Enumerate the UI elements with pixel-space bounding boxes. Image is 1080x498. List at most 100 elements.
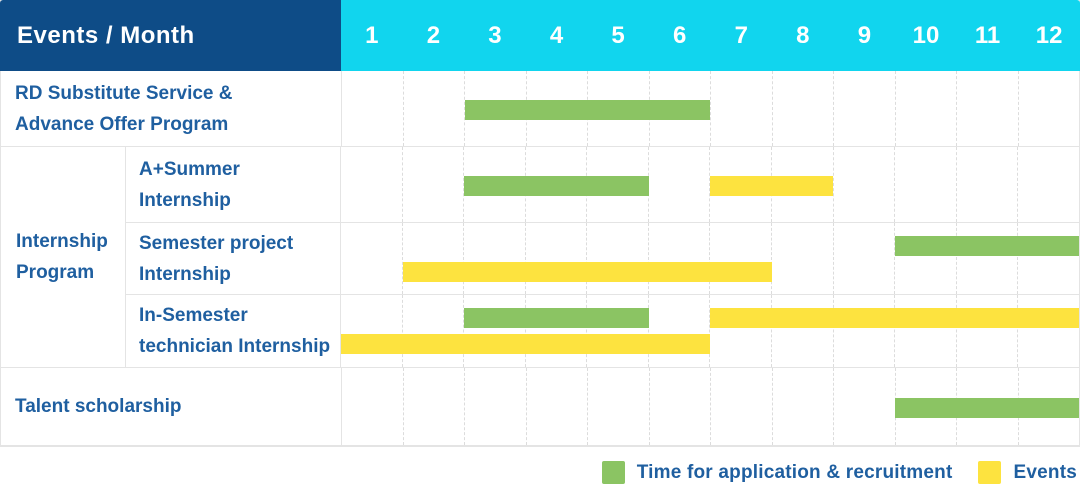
- legend-item-yellow: Events: [978, 461, 1077, 484]
- semester-project-internship-bar-green: [894, 235, 1079, 256]
- events-month-table: Events / Month 1 2 3 4 5 6 7 8 9 10 11 12 RD Substi…: [0, 0, 1080, 447]
- month-column: [402, 368, 465, 445]
- month-column: [524, 295, 587, 367]
- label-line: A+Summer: [139, 158, 240, 180]
- month-column: [524, 223, 587, 294]
- a-plus-summer-internship-label: A+Summer Internship: [126, 147, 341, 222]
- month-column: [341, 147, 402, 222]
- month-gridlines: [341, 295, 1079, 367]
- in-semester-technician-internship-chart-cell: [341, 295, 1079, 367]
- month-header-9: 9: [857, 21, 872, 49]
- in-semester-technician-internship-bar-yellow: [710, 308, 1079, 328]
- month-column: [525, 368, 588, 445]
- table-row-a-plus-summer-internship: A+Summer Internship: [126, 147, 1079, 223]
- semester-project-internship-chart-cell: [341, 223, 1079, 294]
- in-semester-technician-internship-bar-green: [464, 308, 649, 328]
- month-column: [709, 147, 771, 222]
- month-header-7: 7: [734, 21, 748, 49]
- label-line: Talent scholarship: [15, 396, 182, 417]
- label-line: Internship: [16, 231, 108, 252]
- month-column: [464, 71, 526, 146]
- label-line: In-Semester: [139, 305, 248, 326]
- month-header-3: 3: [488, 21, 502, 49]
- month-column: [463, 147, 525, 222]
- table-header-row: Events / Month 1 2 3 4 5 6 7 8 9 10 11 12: [0, 0, 1080, 71]
- events-month-header-cell: Events / Month: [0, 0, 341, 71]
- month-column: [955, 295, 1018, 367]
- month-column: [833, 368, 895, 445]
- month-column: [955, 223, 1018, 294]
- label-line: technician Internship: [139, 336, 331, 357]
- month-header-4: 4: [549, 21, 564, 49]
- legend-item-green: Time for application & recruitment: [601, 461, 953, 484]
- month-column: [771, 368, 834, 445]
- a-plus-summer-internship-bar-green: [464, 175, 649, 196]
- month-column: [342, 71, 403, 146]
- semester-project-internship-bar-yellow: [402, 261, 772, 282]
- month-column: [647, 295, 710, 367]
- label-line: Internship: [139, 263, 231, 285]
- month-column: [1017, 223, 1079, 294]
- month-header-6: 6: [673, 21, 687, 49]
- month-column: [955, 147, 1018, 222]
- month-column: [342, 368, 403, 445]
- month-column: [586, 223, 648, 294]
- month-column: [1017, 295, 1079, 367]
- month-column: [586, 295, 648, 367]
- month-header-row: 1 2 3 4 5 6 7 8 9 10 11 12: [341, 0, 1080, 71]
- month-column: [401, 147, 464, 222]
- month-header-8: 8: [796, 21, 810, 49]
- month-column: [401, 295, 464, 367]
- rd-substitute-service-bar-green: [464, 99, 711, 120]
- label-line: Advance Offer Program: [15, 113, 229, 135]
- month-column: [463, 223, 525, 294]
- month-column: [832, 147, 895, 222]
- month-column: [771, 71, 834, 146]
- table-row-in-semester-technician-internship: In-Semester technician Internship: [126, 295, 1079, 367]
- table-body: RD Substitute Service & Advance Offer Pro…: [1, 71, 1079, 446]
- month-column: [463, 295, 525, 367]
- rd-substitute-service-label: RD Substitute Service & Advance Offer Pro…: [1, 71, 342, 146]
- month-column: [771, 223, 833, 294]
- month-column: [894, 295, 956, 367]
- month-column: [771, 295, 833, 367]
- month-column: [956, 71, 1018, 146]
- month-header-2: 2: [426, 21, 441, 49]
- month-column: [341, 223, 402, 294]
- month-column: [401, 223, 464, 294]
- month-gridlines: [342, 71, 1079, 146]
- month-header-11: 11: [974, 21, 1001, 49]
- month-header-1: 1: [365, 21, 379, 49]
- month-column: [710, 71, 772, 146]
- a-plus-summer-internship-chart-cell: [341, 147, 1079, 222]
- label-line: RD Substitute Service &: [15, 82, 233, 104]
- month-column: [587, 368, 649, 445]
- talent-scholarship-label: Talent scholarship: [1, 368, 342, 445]
- a-plus-summer-internship-bar-yellow: [710, 175, 833, 196]
- legend: Time for application & recruitment Events: [0, 447, 1080, 498]
- month-column: [894, 223, 956, 294]
- month-column: [894, 147, 956, 222]
- internship-program-children: A+Summer Internship Semester project Intern…: [126, 147, 1079, 367]
- month-header-5: 5: [611, 21, 625, 49]
- month-column: [341, 295, 402, 367]
- label-line: Program: [16, 262, 95, 283]
- month-column: [648, 368, 711, 445]
- month-column: [832, 223, 895, 294]
- table-row-semester-project-internship: Semester project Internship: [126, 223, 1079, 295]
- table-row-rd-substitute-service: RD Substitute Service & Advance Offer Pro…: [1, 71, 1079, 147]
- month-column: [894, 71, 957, 146]
- month-column: [709, 223, 771, 294]
- month-column: [832, 295, 895, 367]
- in-semester-technician-internship-bar-yellow: [341, 334, 710, 354]
- month-header-12: 12: [1035, 21, 1063, 49]
- month-column: [647, 223, 710, 294]
- legend-label-green: Time for application & recruitment: [636, 461, 953, 483]
- internship-program-group-label: Internship Program: [1, 147, 126, 367]
- label-line: Internship: [139, 189, 231, 211]
- month-column: [1017, 147, 1079, 222]
- month-column: [709, 295, 771, 367]
- legend-label-yellow: Events: [1013, 461, 1077, 483]
- month-column: [833, 71, 895, 146]
